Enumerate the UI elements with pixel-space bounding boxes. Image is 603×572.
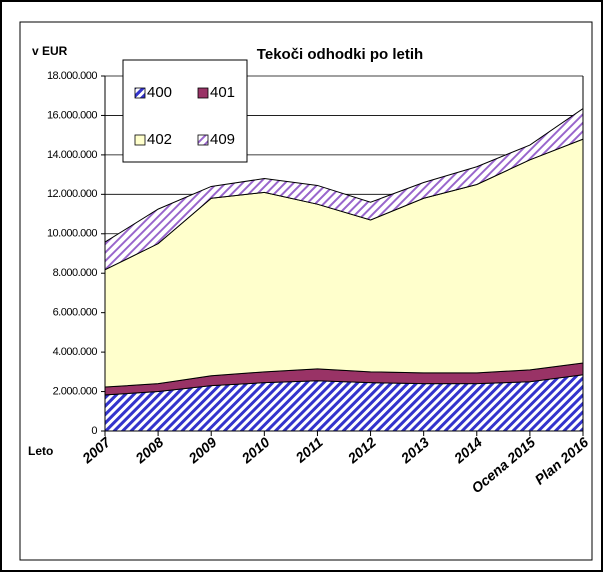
legend-label: 409 bbox=[210, 131, 235, 148]
legend-swatch bbox=[197, 87, 209, 99]
legend-swatch bbox=[134, 134, 146, 146]
y-tick-label: 4.000.000 bbox=[53, 346, 98, 358]
y-tick-label: 12.000.000 bbox=[47, 188, 97, 200]
x-axis-label: Leto bbox=[28, 444, 53, 458]
legend-label: 402 bbox=[147, 131, 172, 148]
y-tick-label: 18.000.000 bbox=[47, 70, 97, 82]
y-tick-label: 6.000.000 bbox=[53, 307, 98, 319]
chart-title: Tekoči odhodki po letih bbox=[257, 46, 423, 63]
chart-border bbox=[19, 21, 593, 561]
y-tick-label: 0 bbox=[91, 425, 97, 437]
legend-label: 400 bbox=[147, 84, 172, 101]
legend-swatch bbox=[197, 134, 209, 146]
y-tick-label: 10.000.000 bbox=[47, 228, 97, 240]
y-tick-label: 16.000.000 bbox=[47, 109, 97, 121]
y-tick-label: 14.000.000 bbox=[47, 149, 97, 161]
legend-swatch bbox=[134, 87, 146, 99]
y-tick-label: 8.000.000 bbox=[53, 267, 98, 279]
legend-label: 401 bbox=[210, 84, 235, 101]
y-axis-label: v EUR bbox=[32, 44, 68, 58]
y-tick-label: 2.000.000 bbox=[53, 385, 98, 397]
